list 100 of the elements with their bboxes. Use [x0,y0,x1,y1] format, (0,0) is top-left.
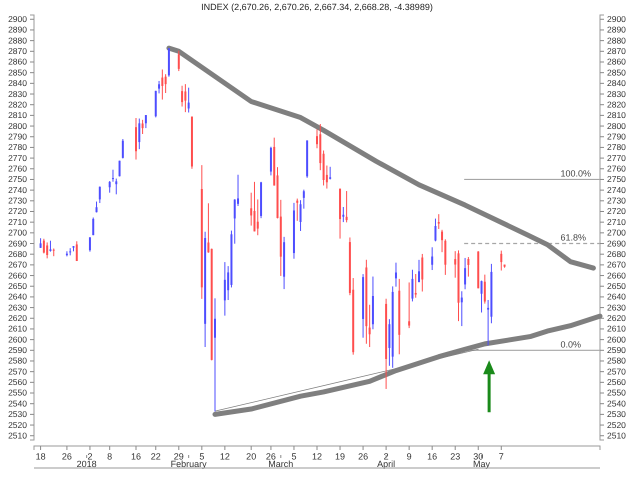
candlestick [98,186,101,204]
candlestick [181,85,184,108]
candlestick [112,169,114,182]
y2-tick-label: 2570 [607,366,626,376]
y2-tick-label: 2640 [607,292,626,302]
y-tick-label: 2620 [8,312,28,323]
y2-tick-label: 2610 [607,324,626,334]
x2-tick-label: February [170,459,208,469]
y2-tick-label: 2730 [607,196,626,206]
y-tick-label: 2700 [8,228,28,238]
x-tick-label: 30 [473,451,484,462]
x2-tick-label: May [473,459,491,469]
y2-tick-label: 2520 [607,420,626,430]
y2-tick-label: 2830 [607,88,626,99]
y2-tick-label: 2760 [607,163,626,174]
x2-tick-label: April [377,459,396,469]
annotation: 100.0% [560,168,592,178]
y2-tick-label: 2590 [607,345,626,356]
candlestick [480,280,483,313]
candlestick [92,216,94,236]
y2-tick-label: 2660 [607,270,626,280]
x-tick-label: 26 [358,451,368,462]
y-tick-label: 2530 [8,409,28,420]
candlestick [342,206,344,223]
candlestick [460,290,463,327]
candlestick [434,218,436,242]
y-tick-label: 2900 [8,14,28,24]
y2-tick-label: 2900 [607,14,626,24]
y2-tick-label: 2700 [607,228,626,238]
y-tick-label: 2840 [8,78,28,88]
annotation: 61.8% [560,232,586,243]
y-tick-label: 2670 [8,260,28,270]
y2-tick-label: 2740 [607,184,626,195]
x2-tick-label: March [268,459,294,469]
y-tick-label: 2800 [8,120,28,131]
y-tick-label: 2540 [8,398,28,408]
candlestick [46,242,48,259]
y-tick-label: 2730 [8,196,28,206]
y-tick-label: 2640 [8,292,28,302]
x-tick-label: 12 [220,451,230,462]
y-tick-label: 2780 [8,142,28,152]
y2-tick-label: 2670 [607,260,626,270]
y-tick-label: 2860 [8,56,28,67]
y2-tick-label: 2720 [607,206,626,216]
x-tick-label: 26 [62,451,72,462]
y2-tick-label: 2810 [607,110,626,120]
y-tick-label: 2710 [8,216,28,227]
candlestick [76,240,78,262]
candlestick [444,238,446,276]
candlestick [253,181,256,232]
y-tick-label: 2820 [8,99,28,110]
candlestick [184,84,186,113]
y-tick-label: 2760 [8,163,28,174]
x-tick-label: 2 [87,451,92,462]
y-tick-label: 2880 [8,35,28,46]
y-tick-label: 2520 [8,420,28,430]
y2-tick-label: 2750 [607,174,626,184]
candlestick [118,160,121,177]
y2-tick-label: 2780 [607,142,626,152]
candlestick [144,114,147,129]
candlestick [329,166,332,180]
y2-tick-label: 2680 [607,248,626,259]
y-tick-label: 2690 [8,238,28,248]
candlestick [49,240,52,252]
candlestick [431,246,434,271]
candlestick [467,256,470,278]
y2-tick-label: 2790 [607,131,626,142]
candlestick [138,118,140,150]
candlestick [411,269,414,302]
y2-tick-label: 2820 [607,99,626,110]
candlestick [161,68,164,100]
candlestick [296,198,298,222]
candlestick [500,250,502,272]
candlestick [256,198,259,236]
x-tick-label: 9 [406,451,412,462]
y-tick-label: 2720 [8,206,28,216]
y-tick-label: 2850 [8,67,28,78]
y-tick-label: 2510 [8,430,28,440]
y-tick-label: 2810 [8,110,28,120]
y2-tick-label: 2630 [607,302,626,312]
y2-tick-label: 2580 [607,356,626,366]
y-tick-label: 2660 [8,270,28,280]
x-tick-label: 8 [107,451,112,462]
candlestick [188,87,190,113]
y2-tick-label: 2650 [607,280,626,291]
x-tick-label: 16 [131,451,142,462]
y2-tick-label: 2840 [607,78,626,88]
y-tick-label: 2750 [8,174,28,184]
x-tick-label: 5 [199,451,204,462]
x-tick-label: 16 [427,451,438,462]
annotation: 0.0% [560,339,582,350]
candlestick [122,138,124,159]
y-tick-label: 2740 [8,184,28,195]
y2-tick-label: 2880 [607,35,626,46]
candlestick [224,262,226,316]
candlestick [484,274,486,304]
y-tick-label: 2610 [8,324,28,334]
y-tick-label: 2630 [8,302,28,312]
x-tick-label: 12 [312,451,322,462]
x-tick-label: 19 [335,451,346,462]
